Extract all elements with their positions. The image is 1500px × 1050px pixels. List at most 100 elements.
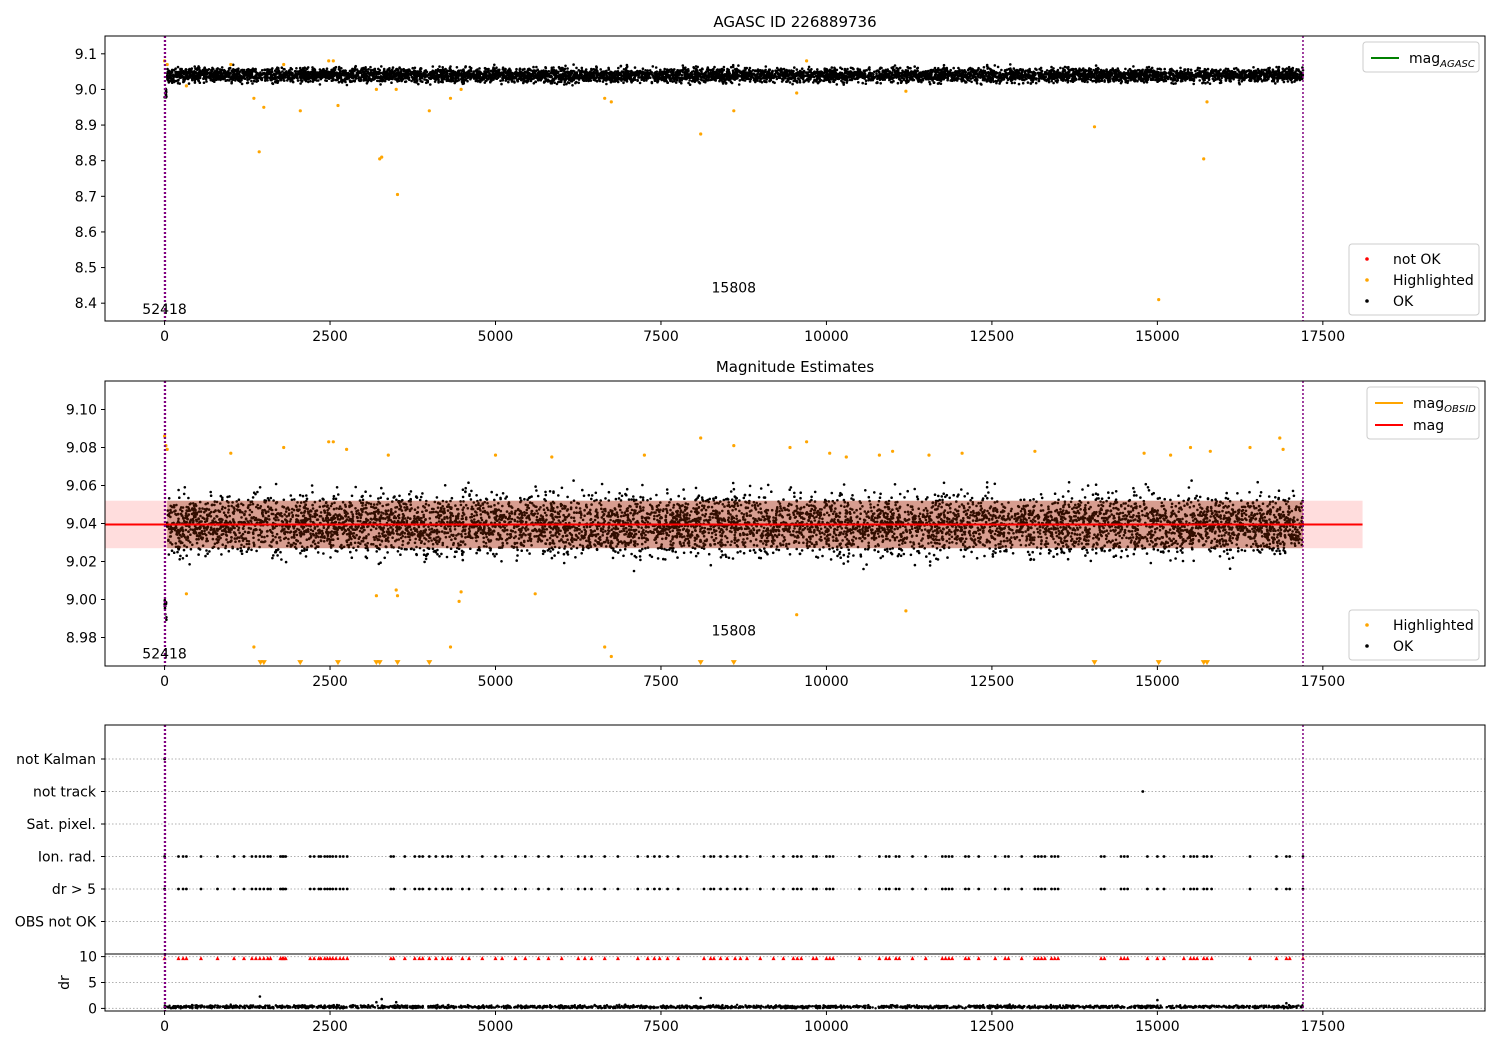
ok-point — [500, 82, 503, 86]
ok-point — [622, 81, 625, 85]
ok-point — [398, 66, 401, 69]
ok-point — [733, 75, 736, 78]
ok-point — [638, 81, 642, 85]
ok-point — [419, 67, 423, 70]
ok-point — [686, 73, 690, 76]
ok-point — [198, 81, 202, 84]
ok-point — [205, 80, 208, 83]
ok-point — [1192, 82, 1195, 86]
ok-point — [431, 65, 435, 68]
ok-point — [540, 69, 543, 73]
ok-point — [325, 79, 329, 82]
ok-point — [898, 66, 902, 70]
ok-point — [364, 66, 367, 69]
ok-point — [662, 78, 665, 82]
ok-point — [1021, 81, 1025, 85]
ok-point — [245, 68, 249, 72]
ok-point — [567, 77, 570, 80]
ok-point — [250, 79, 253, 83]
ok-point — [1017, 75, 1020, 79]
ok-point — [493, 63, 496, 67]
ok-point — [835, 72, 838, 76]
ok-point — [376, 79, 379, 83]
ok-point — [840, 67, 844, 71]
ok-point — [651, 65, 655, 68]
ok-point — [916, 66, 920, 70]
ok-point — [763, 80, 767, 83]
ok-point — [775, 66, 779, 70]
ok-point — [764, 65, 768, 68]
ok-point — [1211, 77, 1215, 81]
ok-point — [1040, 69, 1043, 72]
ok-point — [1116, 67, 1120, 70]
ok-point — [777, 76, 781, 79]
ok-point — [1224, 67, 1228, 71]
ok-point — [662, 76, 666, 79]
ok-point — [1045, 69, 1049, 72]
ok-point — [507, 80, 510, 84]
ok-point — [441, 66, 445, 69]
ok-point — [788, 81, 792, 84]
ok-point — [694, 65, 698, 68]
ok-point — [1052, 81, 1055, 85]
ok-point — [1061, 79, 1065, 82]
ok-point — [276, 79, 280, 83]
ok-point — [245, 81, 249, 85]
ok-point — [300, 79, 304, 82]
ok-point — [619, 64, 623, 68]
ok-point — [868, 68, 871, 71]
ok-point — [633, 66, 637, 69]
ok-point — [438, 65, 441, 68]
ok-point — [532, 65, 535, 69]
ok-point — [274, 81, 278, 84]
ok-point — [457, 79, 461, 82]
ok-point — [1042, 76, 1046, 80]
ok-point — [979, 68, 982, 72]
ok-point — [565, 82, 568, 86]
ok-point — [928, 80, 931, 84]
ok-point — [890, 81, 894, 84]
ok-point — [295, 67, 298, 70]
ok-point — [845, 81, 849, 84]
ok-point — [515, 67, 518, 71]
ok-point — [174, 75, 178, 78]
ok-point — [285, 73, 289, 76]
ok-point — [958, 68, 961, 72]
ok-point — [1159, 68, 1163, 71]
ok-point — [704, 80, 707, 84]
ok-point — [1206, 81, 1209, 84]
ok-point — [498, 68, 501, 72]
ok-point — [773, 81, 776, 85]
ok-point — [808, 69, 812, 73]
ok-point — [1186, 68, 1190, 71]
ok-point — [1271, 68, 1275, 71]
ok-point — [455, 66, 459, 69]
ok-point — [716, 68, 719, 71]
ok-point — [344, 80, 347, 84]
ok-point — [1039, 66, 1043, 70]
ok-point — [933, 73, 937, 77]
ok-point — [484, 79, 488, 83]
ok-point — [193, 65, 196, 68]
ok-point — [1012, 67, 1016, 70]
ok-point — [1218, 78, 1222, 82]
ok-point — [176, 81, 180, 85]
ok-point — [613, 79, 617, 83]
ok-point — [913, 65, 916, 68]
ok-point — [993, 64, 997, 67]
ok-point — [241, 68, 244, 72]
ok-point — [378, 69, 382, 72]
ok-point — [1000, 68, 1003, 72]
ok-point — [758, 80, 762, 83]
ok-point — [575, 66, 578, 70]
ok-point — [1050, 65, 1053, 69]
ok-point — [369, 68, 373, 72]
ok-point — [1245, 69, 1249, 73]
ok-point — [1163, 75, 1166, 79]
ok-point — [1238, 70, 1241, 73]
ok-point — [794, 79, 797, 82]
ok-point — [351, 69, 354, 72]
ok-point — [961, 76, 965, 79]
ok-point — [542, 69, 545, 72]
